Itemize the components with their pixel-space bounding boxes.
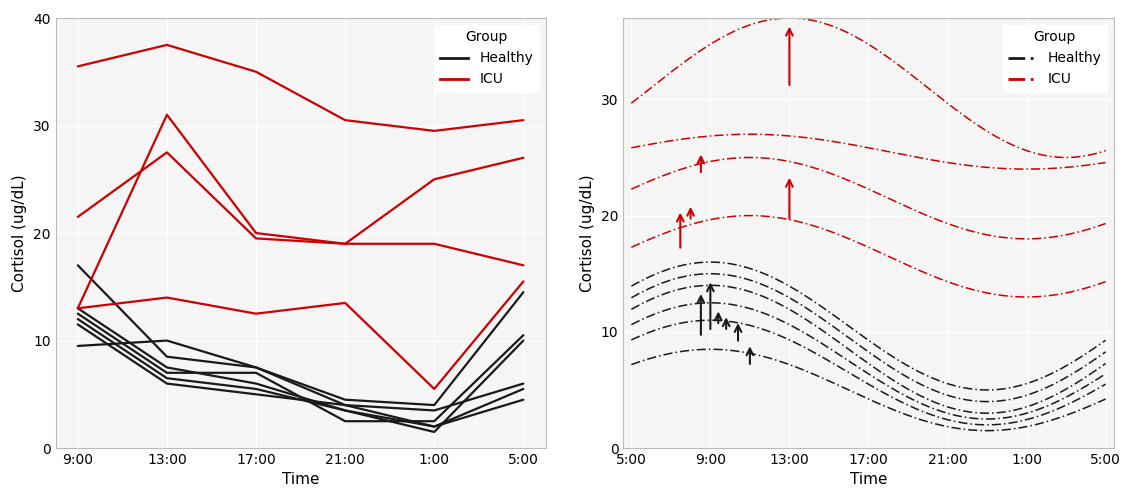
X-axis label: Time: Time bbox=[850, 472, 888, 488]
Y-axis label: Cortisol (ug/dL): Cortisol (ug/dL) bbox=[580, 174, 596, 292]
Legend: Healthy, ICU: Healthy, ICU bbox=[435, 25, 539, 92]
X-axis label: Time: Time bbox=[281, 472, 319, 488]
Legend: Healthy, ICU: Healthy, ICU bbox=[1002, 25, 1107, 92]
Y-axis label: Cortisol (ug/dL): Cortisol (ug/dL) bbox=[12, 174, 27, 292]
